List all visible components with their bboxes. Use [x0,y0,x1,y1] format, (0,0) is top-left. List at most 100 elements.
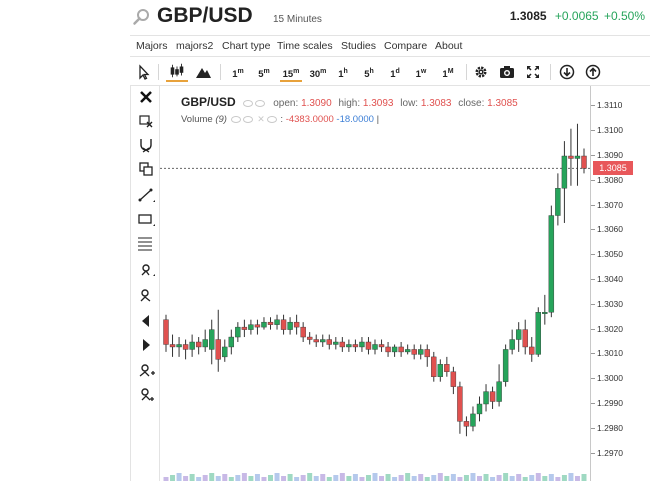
copy-icon[interactable] [136,160,156,178]
volume-bar [313,476,319,481]
volume-bar [170,475,176,481]
menu-compare[interactable]: Compare [384,40,428,52]
interval-1h-button[interactable]: 1h [338,68,348,81]
magnet-icon[interactable] [136,136,156,154]
candle [404,349,411,353]
volume-bar [281,476,287,481]
rectangle-icon[interactable] [136,210,156,228]
interval-5h-button[interactable]: 5h [364,68,374,81]
volume-bar [339,473,345,481]
symbol-title[interactable]: GBP/USD [157,4,253,27]
candle [535,312,541,355]
search-icon[interactable] [132,7,152,27]
menu-majors2[interactable]: majors2 [176,40,214,52]
candle [398,346,404,353]
volume-value-2: -18.0000 [336,114,374,125]
candle [306,336,313,340]
camera-icon[interactable] [498,62,516,82]
candle [378,344,385,348]
volume-bar [326,477,332,481]
interval-30m-button[interactable]: 30m [309,68,327,81]
add-text-icon[interactable] [136,361,156,379]
price-chart[interactable] [160,86,590,481]
visibility-icon[interactable] [255,99,266,107]
volume-bar [424,477,430,481]
candle [581,155,587,169]
volume-bar [235,475,241,481]
gear-icon[interactable] [472,62,490,82]
candle [385,346,391,353]
close-icon[interactable] [136,88,156,106]
candle [182,344,189,350]
interval-15m-button[interactable]: 15m [280,62,302,82]
add-alert-icon[interactable] [136,385,156,403]
text-icon[interactable] [136,286,156,304]
candle [548,215,555,313]
candle [431,356,437,377]
volume-bar [574,476,580,481]
volume-bar [503,473,509,481]
volume-bar [568,473,574,481]
candle [248,324,254,330]
toolbar-divider [466,64,467,80]
price-axis[interactable]: 1.3110 1.3100 1.3090 1.3080 1.3070 1.3060 1.30… [590,86,650,481]
interval-1d-button[interactable]: 1d [390,68,400,81]
settings-icon[interactable] [266,115,277,123]
volume-bar [183,476,189,481]
interval-1w-button[interactable]: 1w [415,68,427,81]
menu-majors[interactable]: Majors [136,40,168,52]
pencil-icon[interactable] [136,260,156,278]
open-label: open: [273,98,299,109]
candle [202,339,208,348]
menu-chart-type[interactable]: Chart type [222,40,271,52]
crosshair-delete-icon[interactable] [136,112,156,130]
close-value: 1.3085 [487,98,518,109]
volume-bar [268,475,273,481]
candle [241,326,248,330]
interval-5m-button[interactable]: 5m [258,68,270,81]
candle [163,319,169,345]
toolbar-divider [550,64,551,80]
candle [391,346,398,353]
candle [542,312,548,314]
candle [300,326,306,338]
menu-time-scales[interactable]: Time scales [277,40,333,52]
interval-1M-button[interactable]: 1M [442,68,454,81]
fibonacci-icon[interactable] [136,234,156,252]
last-price: 1.3085 [509,9,547,23]
candlestick-icon[interactable] [166,62,188,82]
arrow-right-icon[interactable] [136,336,156,354]
axis-tick-label: 1.3020 [591,323,623,334]
candle [189,341,195,350]
candle [574,155,581,159]
drawing-toolbar [130,86,160,481]
candle [287,321,293,330]
axis-tick-label: 1.3000 [591,373,623,384]
candle [437,364,444,377]
candle [228,336,235,348]
candle [568,155,574,159]
upload-icon[interactable] [584,62,602,82]
candle [502,349,509,382]
interval-1m-button[interactable]: 1m [232,68,244,81]
volume-bar [555,477,561,481]
candle [444,364,450,372]
visibility-icon[interactable] [243,99,254,107]
remove-study-icon[interactable]: ✕ [257,114,265,124]
arrow-left-icon[interactable] [136,312,156,330]
menu-about[interactable]: About [435,40,463,52]
interval-label: 15 Minutes [273,14,322,25]
candle [280,319,287,330]
visibility-icon[interactable] [230,115,241,123]
download-icon[interactable] [558,62,576,82]
price-change: +0.0065 [554,9,599,23]
trendline-icon[interactable] [136,186,156,204]
fullscreen-icon[interactable] [524,62,542,82]
mountain-icon[interactable] [194,62,212,82]
visibility-icon[interactable] [242,115,253,123]
candle [359,341,365,348]
volume-bar [320,474,326,481]
menu-studies[interactable]: Studies [341,40,377,52]
cursor-icon[interactable] [136,62,150,82]
